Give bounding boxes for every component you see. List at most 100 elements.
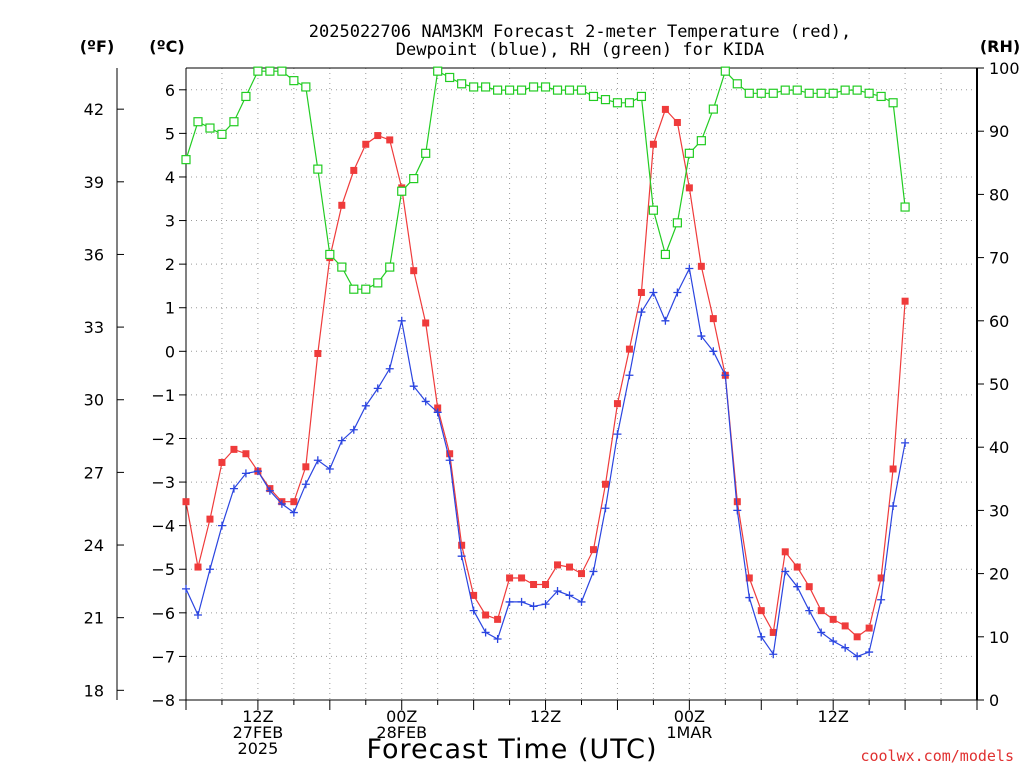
- temperature-point: [446, 450, 454, 458]
- rh-point: [277, 66, 287, 76]
- dewpoint-point: [613, 430, 622, 439]
- x-tick-label: 00Z: [674, 707, 705, 726]
- dewpoint-point: [253, 467, 262, 476]
- rh-point: [864, 88, 874, 98]
- rh-point: [289, 76, 299, 86]
- rh-tick-label: 0: [989, 691, 999, 710]
- rh-point: [708, 104, 718, 114]
- fahrenheit-unit-label: (ºF): [80, 37, 115, 56]
- temperature-point: [206, 515, 214, 523]
- temperature-point: [362, 140, 370, 148]
- temperature-point: [757, 607, 765, 615]
- dewpoint-point: [409, 382, 418, 391]
- dewpoint-point: [553, 587, 562, 596]
- rh-point: [876, 91, 886, 102]
- dewpoint-point: [373, 384, 382, 393]
- rh-point: [684, 148, 694, 158]
- temperature-series: [182, 105, 909, 641]
- dewpoint-point: [853, 652, 862, 661]
- temperature-point: [805, 583, 813, 591]
- rh-point: [433, 66, 443, 76]
- dewpoint-point: [325, 464, 334, 473]
- rh-point: [636, 91, 647, 102]
- x-tick-label: 1MAR: [666, 723, 712, 742]
- temperature-point: [350, 166, 358, 174]
- temperature-point: [661, 105, 669, 113]
- temperature-point: [242, 450, 250, 458]
- dewpoint-point: [625, 371, 634, 380]
- temperature-point: [865, 624, 873, 632]
- rh-point: [516, 85, 527, 95]
- celsius-tick-label: −6: [151, 604, 175, 623]
- rh-point: [445, 72, 455, 83]
- x-tick-label: 28FEB: [376, 723, 427, 742]
- fahrenheit-tick-label: 21: [84, 609, 104, 628]
- temperature-point: [649, 140, 657, 148]
- rh-point: [493, 85, 503, 95]
- chart-title-line1: 2025022706 NAM3KM Forecast 2-meter Tempe…: [309, 22, 851, 42]
- rh-point: [828, 88, 838, 98]
- dewpoint-point: [301, 480, 310, 489]
- rh-point: [385, 262, 395, 272]
- dewpoint-point: [733, 506, 742, 515]
- rh-point: [337, 262, 347, 272]
- rh-point: [241, 91, 251, 102]
- dewpoint-point: [457, 552, 466, 561]
- temperature-point: [817, 607, 825, 615]
- dewpoint-point: [182, 584, 190, 593]
- rh-point: [612, 98, 623, 108]
- rh-series: [181, 66, 910, 294]
- rh-point: [720, 66, 730, 76]
- celsius-unit-label: (ºC): [149, 37, 184, 56]
- dewpoint-point: [433, 408, 442, 417]
- temperature-point: [793, 563, 801, 571]
- rh-point: [780, 85, 790, 95]
- rh-point: [349, 284, 359, 294]
- rh-point: [588, 91, 599, 102]
- dewpoint-point: [205, 565, 214, 574]
- tick-labels: −8 −7 −6 −5 −4 −3 −2 −1 0 1 2 3 4 5 6 18 21 24 27 30 33 36 39 4…: [84, 59, 1020, 758]
- rh-point: [409, 174, 419, 184]
- dewpoint-point: [685, 264, 694, 273]
- temperature-point: [194, 563, 202, 571]
- temperature-point: [314, 349, 322, 357]
- dewpoint-point: [805, 606, 814, 615]
- credit-link[interactable]: coolwx.com/models: [860, 747, 1014, 765]
- temperature-point: [733, 498, 741, 506]
- dewpoint-point: [649, 288, 658, 297]
- rh-point: [193, 117, 203, 127]
- temperature-point: [374, 132, 382, 140]
- celsius-tick-label: −5: [151, 560, 175, 579]
- temperature-point: [853, 633, 861, 641]
- dewpoint-point: [721, 371, 730, 380]
- rh-tick-label: 40: [989, 438, 1009, 457]
- dewpoint-point: [469, 606, 478, 615]
- rh-point: [217, 129, 227, 139]
- dewpoint-point: [313, 456, 322, 465]
- temperature-point: [745, 574, 753, 582]
- dewpoint-point: [229, 484, 238, 493]
- celsius-tick-label: −4: [151, 517, 175, 536]
- celsius-tick-label: −3: [151, 473, 175, 492]
- rh-point: [888, 98, 898, 108]
- dewpoint-point: [709, 347, 718, 356]
- rh-point: [528, 82, 539, 92]
- dewpoint-point: [397, 316, 406, 325]
- dewpoint-point: [337, 436, 346, 445]
- celsius-tick-label: 3: [165, 212, 175, 231]
- celsius-tick-label: 2: [165, 255, 175, 274]
- fahrenheit-tick-label: 39: [84, 173, 104, 192]
- rh-point: [373, 278, 383, 288]
- rh-point: [900, 202, 910, 212]
- temperature-point: [589, 546, 597, 554]
- rh-point: [504, 85, 515, 95]
- celsius-tick-label: 1: [165, 299, 175, 318]
- dewpoint-point: [865, 648, 874, 657]
- dewpoint-point: [529, 602, 538, 611]
- temperature-point: [625, 345, 633, 353]
- dewpoint-point: [637, 308, 646, 317]
- rh-unit-label: (RH): [980, 37, 1020, 56]
- rh-point: [361, 284, 371, 294]
- dewpoint-point: [493, 634, 502, 643]
- temperature-point: [410, 267, 418, 275]
